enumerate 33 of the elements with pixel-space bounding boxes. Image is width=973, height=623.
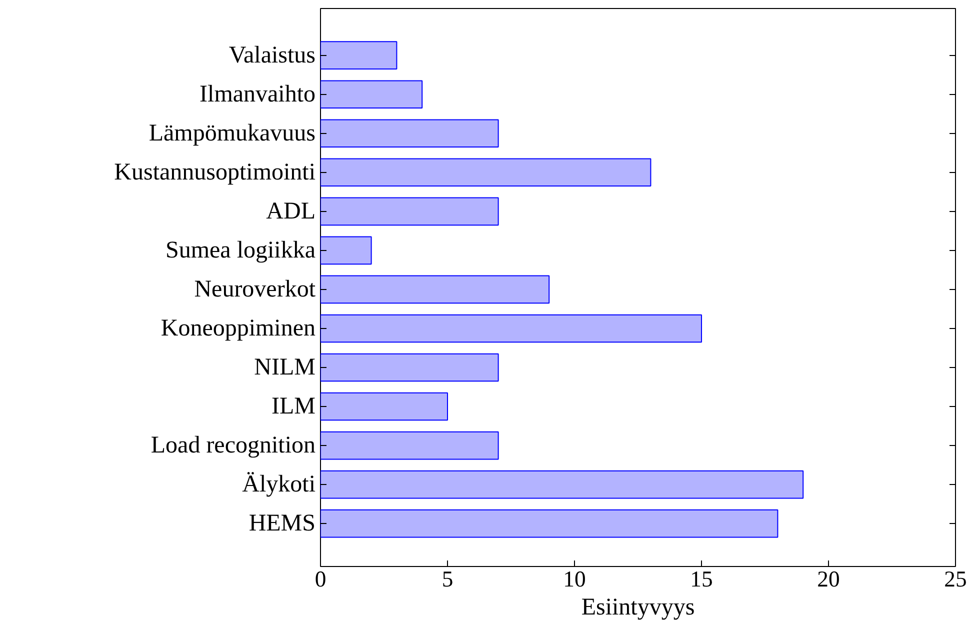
y-tick-label: Sumea logiikka (166, 237, 316, 264)
bar (320, 275, 550, 304)
bar (320, 509, 778, 538)
y-tick-label: Koneoppiminen (160, 315, 316, 342)
x-axis-title: Esiintyvyys (581, 594, 695, 620)
x-tick-label: 0 (314, 566, 326, 592)
y-tick-label: Load recognition (150, 432, 316, 459)
y-tick-label: NILM (254, 354, 316, 380)
y-tick-label: ADL (266, 198, 316, 224)
bar (320, 431, 499, 460)
x-tick-label: 15 (690, 566, 713, 592)
y-tick-label: Älykoti (242, 472, 316, 498)
bar (320, 392, 448, 421)
bar (320, 119, 499, 148)
x-tick-label: 20 (817, 566, 840, 592)
x-tick-label: 10 (563, 566, 586, 592)
x-tick-label: 5 (442, 566, 454, 592)
bar (320, 158, 652, 187)
bar (320, 236, 372, 265)
y-tick-label: ILM (272, 394, 316, 420)
y-tick-label: Lämpömukavuus (148, 120, 316, 146)
bar (320, 314, 702, 343)
bar (320, 353, 499, 382)
y-tick-label: Kustannusoptimointi (114, 159, 316, 186)
y-tick-label: HEMS (248, 510, 316, 537)
bar (320, 470, 804, 499)
y-tick-label: Neuroverkot (194, 276, 316, 302)
bar (320, 80, 423, 109)
y-tick-label: Valaistus (228, 42, 316, 68)
bar (320, 197, 499, 226)
y-tick-label: Ilmanvaihto (200, 81, 316, 108)
x-tick-label: 25 (944, 566, 967, 592)
bar (320, 41, 398, 70)
